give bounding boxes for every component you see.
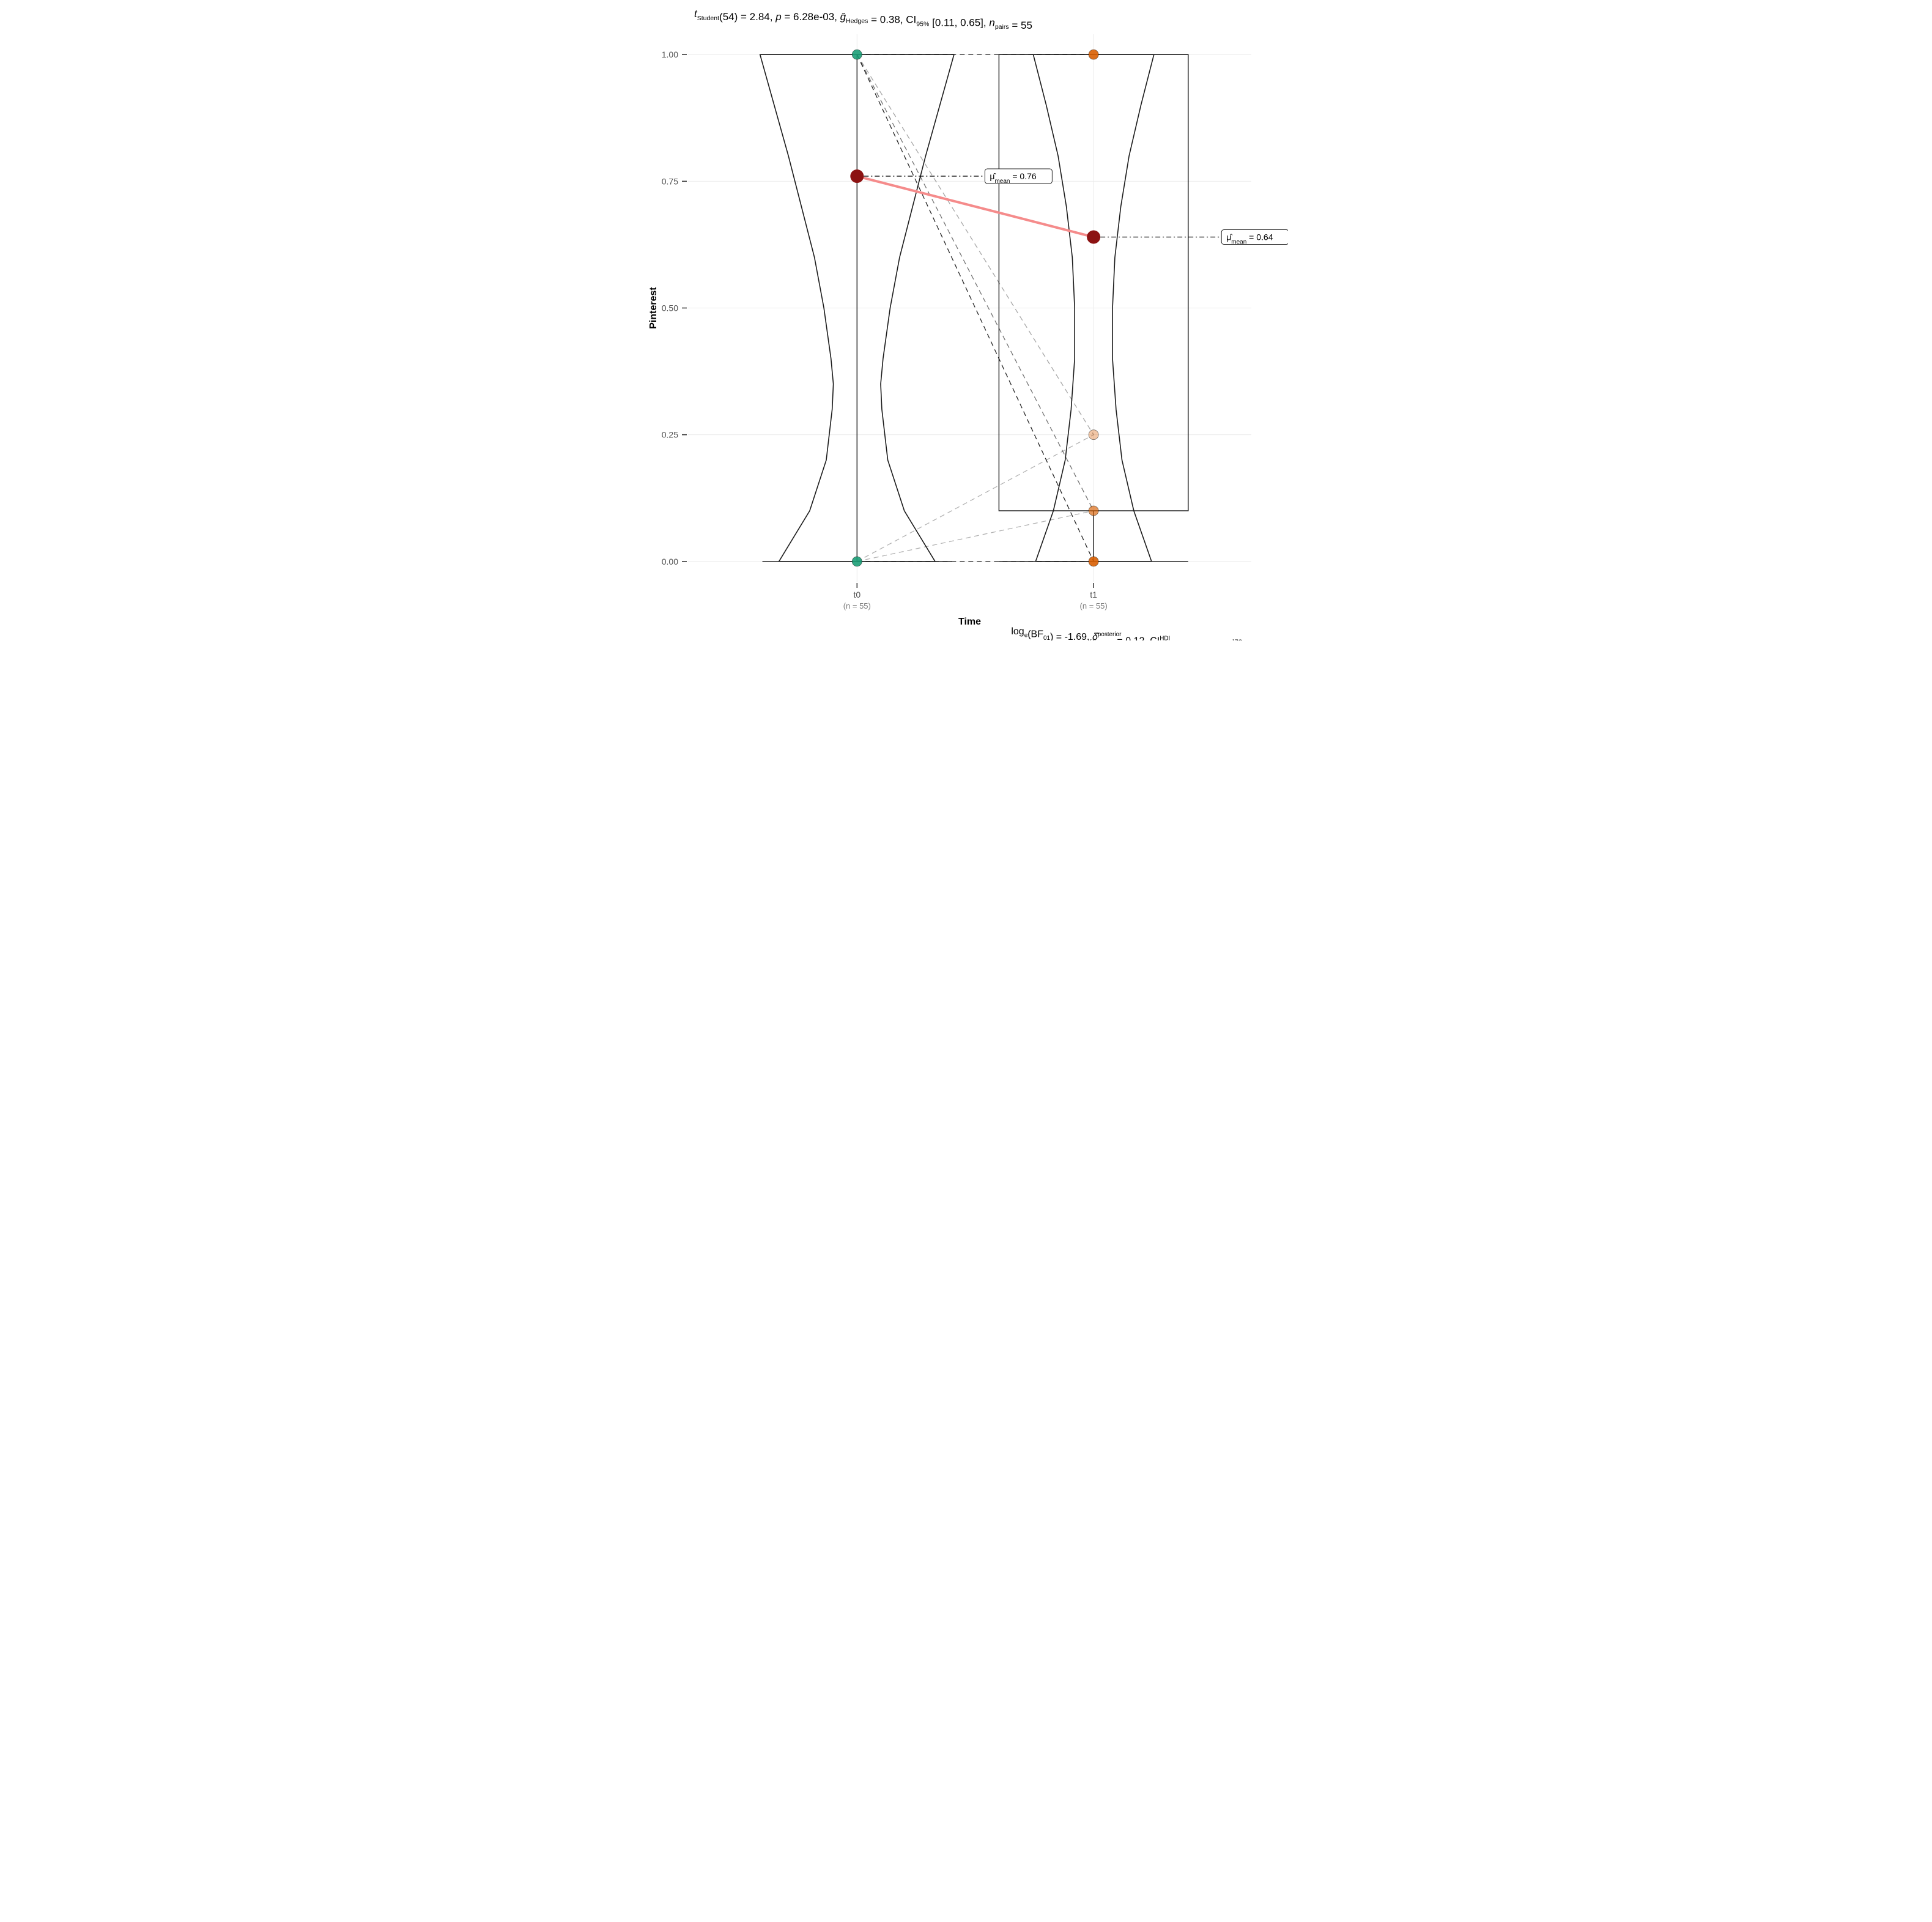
svg-text:(n = 55): (n = 55) — [1080, 601, 1108, 610]
paired-violin-chart: 0.00 0.25 0.50 0.75 1.00 Pinterest t0 (n = 55) t… — [644, 0, 1288, 640]
point-t1 — [1089, 50, 1098, 59]
mean-point-t1 — [1087, 230, 1100, 243]
svg-text:0.25: 0.25 — [662, 430, 678, 440]
point-t1 — [1089, 557, 1098, 566]
point-t1 — [1089, 430, 1098, 440]
x-axis-title: Time — [958, 617, 981, 627]
point-t1 — [1089, 506, 1098, 516]
svg-text:1.00: 1.00 — [662, 50, 678, 59]
svg-text:t1: t1 — [1090, 590, 1097, 599]
svg-text:t0: t0 — [853, 590, 861, 599]
point-t0 — [852, 557, 862, 566]
y-axis-title: Pinterest — [648, 287, 659, 329]
point-t0 — [852, 50, 862, 59]
svg-text:0.75: 0.75 — [662, 176, 678, 186]
mean-point-t0 — [850, 169, 864, 183]
svg-text:0.50: 0.50 — [662, 303, 678, 313]
svg-text:(n = 55): (n = 55) — [843, 601, 871, 610]
svg-text:0.00: 0.00 — [662, 557, 678, 566]
